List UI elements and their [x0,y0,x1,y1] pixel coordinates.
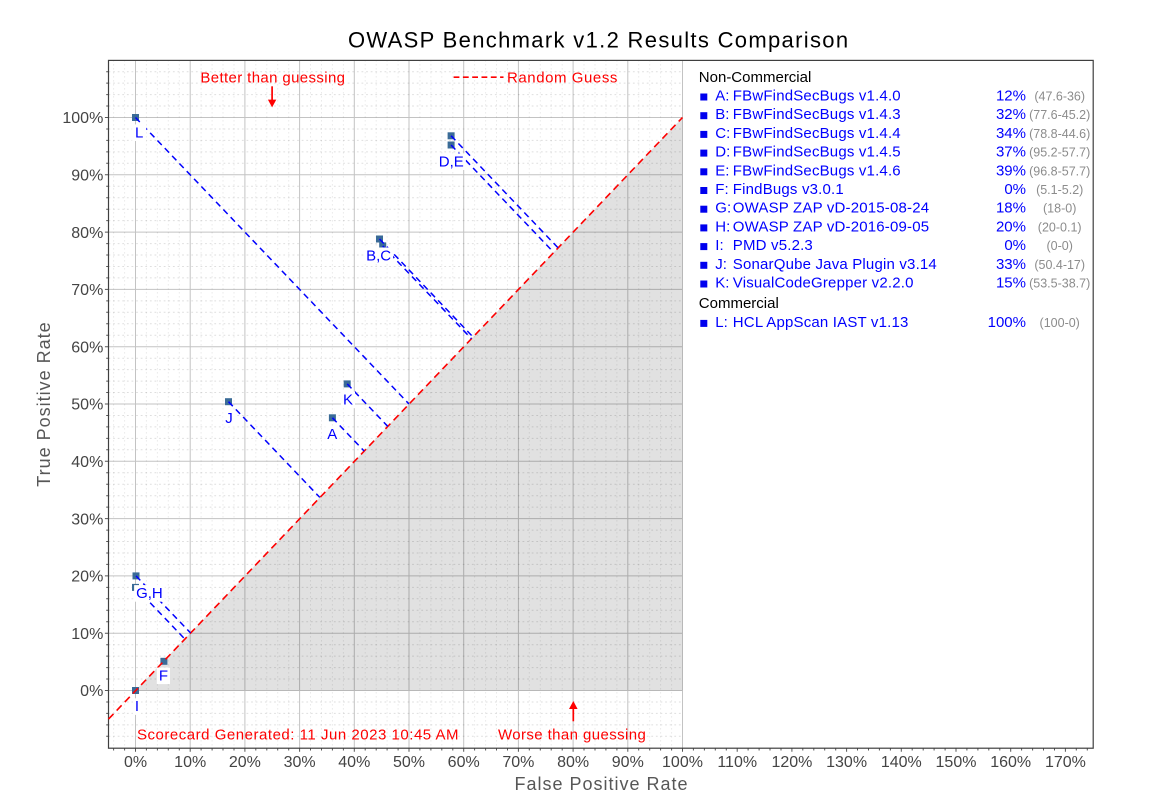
svg-text:34%: 34% [996,125,1026,142]
svg-text:G:: G: [715,200,731,217]
svg-text:40%: 40% [71,454,103,471]
svg-text:K:: K: [715,275,729,292]
svg-text:I: I [135,698,139,715]
svg-text:100%: 100% [988,314,1026,331]
svg-text:(5.1-5.2): (5.1-5.2) [1036,183,1083,197]
svg-text:60%: 60% [448,754,480,771]
svg-text:FBwFindSecBugs v1.4.6: FBwFindSecBugs v1.4.6 [733,162,901,179]
svg-text:(50.4-17): (50.4-17) [1034,258,1085,272]
svg-text:HCL AppScan IAST v1.13: HCL AppScan IAST v1.13 [733,314,909,331]
svg-text:37%: 37% [996,144,1026,161]
svg-text:B,C: B,C [366,247,391,264]
svg-text:50%: 50% [393,754,425,771]
svg-text:E:: E: [715,162,729,179]
svg-text:FBwFindSecBugs v1.4.3: FBwFindSecBugs v1.4.3 [733,106,901,123]
svg-text:10%: 10% [174,754,206,771]
svg-text:FBwFindSecBugs v1.4.5: FBwFindSecBugs v1.4.5 [733,144,901,161]
svg-text:Commercial: Commercial [699,295,779,312]
svg-text:170%: 170% [1045,754,1086,771]
svg-text:10%: 10% [71,626,103,643]
svg-text:A:: A: [715,88,729,105]
svg-text:FindBugs v3.0.1: FindBugs v3.0.1 [733,181,844,198]
svg-text:90%: 90% [71,168,103,185]
svg-text:(18-0): (18-0) [1043,202,1076,216]
svg-text:I:: I: [715,237,723,254]
svg-text:60%: 60% [71,339,103,356]
svg-text:110%: 110% [717,754,757,771]
svg-text:(78.8-44.6): (78.8-44.6) [1029,127,1090,141]
svg-text:160%: 160% [990,754,1031,771]
svg-text:B:: B: [715,106,729,123]
svg-text:90%: 90% [612,754,644,771]
svg-text:VisualCodeGrepper v2.2.0: VisualCodeGrepper v2.2.0 [733,275,914,292]
svg-text:(53.5-38.7): (53.5-38.7) [1029,277,1090,291]
svg-text:150%: 150% [936,754,977,771]
svg-text:FBwFindSecBugs v1.4.0: FBwFindSecBugs v1.4.0 [733,88,901,105]
svg-text:80%: 80% [71,225,103,242]
svg-text:False Positive Rate: False Positive Rate [514,774,688,794]
svg-text:15%: 15% [996,275,1026,292]
svg-text:70%: 70% [71,282,103,299]
svg-text:50%: 50% [71,397,103,414]
svg-text:0%: 0% [1004,237,1026,254]
svg-text:F: F [159,667,168,684]
svg-text:D,E: D,E [439,153,464,170]
svg-text:PMD v5.2.3: PMD v5.2.3 [733,237,813,254]
svg-text:40%: 40% [338,754,370,771]
svg-text:True Positive Rate: True Positive Rate [34,321,54,486]
svg-text:39%: 39% [996,162,1026,179]
svg-text:(100-0): (100-0) [1040,316,1080,330]
svg-text:130%: 130% [826,754,867,771]
svg-text:30%: 30% [284,754,316,771]
svg-text:Better than guessing: Better than guessing [200,70,345,87]
svg-text:Scorecard Generated: 11 Jun 20: Scorecard Generated: 11 Jun 2023 10:45 A… [137,727,459,744]
svg-text:K: K [343,392,353,409]
svg-text:Worse than guessing: Worse than guessing [498,727,646,744]
svg-text:100%: 100% [62,110,103,127]
svg-text:20%: 20% [229,754,261,771]
svg-text:OWASP ZAP vD-2015-08-24: OWASP ZAP vD-2015-08-24 [733,200,929,217]
svg-text:Random Guess: Random Guess [507,70,618,87]
svg-text:140%: 140% [881,754,922,771]
svg-text:80%: 80% [557,754,589,771]
svg-text:(20-0.1): (20-0.1) [1038,220,1082,234]
svg-text:100%: 100% [662,754,703,771]
svg-text:L: L [135,124,143,141]
svg-text:J:: J: [715,256,727,273]
svg-text:(96.8-57.7): (96.8-57.7) [1029,164,1090,178]
svg-text:D:: D: [715,144,730,161]
svg-text:(95.2-57.7): (95.2-57.7) [1029,146,1090,160]
svg-text:12%: 12% [996,88,1026,105]
svg-text:(0-0): (0-0) [1046,239,1072,253]
svg-text:OWASP ZAP vD-2016-09-05: OWASP ZAP vD-2016-09-05 [733,218,929,235]
svg-text:120%: 120% [771,754,812,771]
svg-text:30%: 30% [71,511,103,528]
svg-text:18%: 18% [996,200,1026,217]
svg-text:H:: H: [715,218,730,235]
svg-text:G,H: G,H [136,585,163,602]
svg-text:A: A [327,426,337,443]
svg-text:20%: 20% [71,569,103,586]
svg-text:(77.6-45.2): (77.6-45.2) [1029,108,1090,122]
svg-text:0%: 0% [124,754,147,771]
svg-text:70%: 70% [502,754,534,771]
svg-text:0%: 0% [80,683,103,700]
svg-text:33%: 33% [996,256,1026,273]
svg-text:(47.6-36): (47.6-36) [1034,90,1085,104]
svg-text:32%: 32% [996,106,1026,123]
svg-text:J: J [225,410,233,427]
svg-text:20%: 20% [996,218,1026,235]
svg-text:Non-Commercial: Non-Commercial [699,69,812,86]
svg-text:F:: F: [715,181,728,198]
svg-text:SonarQube Java Plugin v3.14: SonarQube Java Plugin v3.14 [733,256,937,273]
svg-text:L:: L: [715,314,728,331]
svg-text:0%: 0% [1004,181,1026,198]
svg-text:FBwFindSecBugs v1.4.4: FBwFindSecBugs v1.4.4 [733,125,901,142]
svg-text:OWASP Benchmark v1.2 Results C: OWASP Benchmark v1.2 Results Comparison [348,28,849,53]
svg-text:C:: C: [715,125,730,142]
